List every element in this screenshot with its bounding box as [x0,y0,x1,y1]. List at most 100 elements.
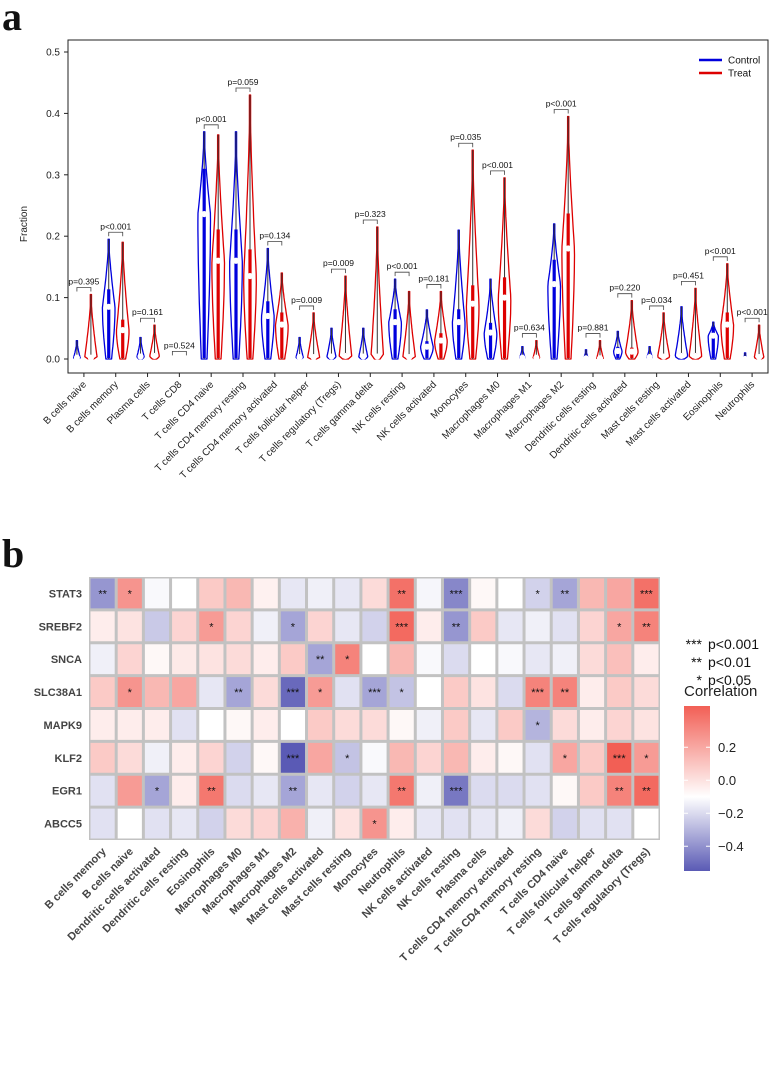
heatmap-cell [443,578,469,609]
p-value-bracket [617,293,633,298]
violin-legend[interactable]: Control Treat [699,56,760,80]
heatmap-cell [280,710,306,740]
heatmap-cell [607,644,632,675]
heatmap-cell [362,775,387,806]
significance-stars: ** [642,786,651,798]
heatmap-cell [172,644,197,675]
violin-treat [402,290,416,360]
heatmap-cell [443,808,469,839]
violin-control [612,330,623,360]
heatmap-cell [253,578,278,609]
heatmap-cell [579,578,605,609]
violin-box [488,322,493,358]
violin-box [121,319,125,358]
p-value-bracket [267,241,283,246]
heatmap-cell [144,775,170,806]
heatmap-cell [199,742,224,773]
heatmap-cell [471,611,496,642]
median-dot [741,355,749,363]
heatmap-cell [362,710,387,740]
violin-treat [596,339,604,360]
violin-control [72,339,81,360]
median-dot [342,352,349,360]
heatmap-row-label: ABCC5 [44,819,82,831]
significance-stars: ** [452,621,461,633]
significance-stars: * [372,819,377,831]
x-tick-label: T cells CD4 naive [153,379,216,442]
heatmap-cell [280,775,306,806]
violin-treat [657,312,671,360]
p-value-label: p=0.634 [514,323,545,333]
violin-treat [274,272,289,360]
p-value-bracket [490,170,505,175]
violin-box [107,289,111,358]
violin-box [216,229,220,358]
median-dot [310,354,317,361]
violin-control [388,278,403,360]
median-dot [137,353,144,360]
x-tick-label: Macrophages M1 [472,379,535,442]
heatmap-cell [634,775,659,806]
heatmap-cell [335,611,360,642]
heatmap-cell [226,611,251,642]
heatmap-cell [280,578,306,609]
median-dot [183,355,190,363]
median-dot [582,355,590,362]
significance-stars: * [536,720,541,732]
heatmap-cell [362,644,387,675]
y-axis: 0.0 0.1 0.2 0.3 0.4 0.5 [46,48,68,366]
heatmap-cell [199,644,224,675]
heatmap-cell [552,677,577,707]
heatmap-cell [525,644,550,675]
p-value-label: p<0.001 [705,246,736,256]
heatmap-cell [280,677,306,707]
heatmap-cell [498,578,523,609]
violin-control [101,238,116,360]
violin-control [136,336,145,360]
heatmap-cell [172,677,197,707]
violin-control [197,131,212,360]
violin-control [358,327,369,360]
heatmap-cell [117,775,142,806]
violin-box [266,301,270,358]
heatmap-cell [498,808,523,839]
median-dot [374,353,381,360]
p-value-bracket [521,333,537,338]
heatmap-cell [607,677,632,707]
median-dot [278,321,285,328]
heatmap-cell [416,710,441,740]
significance-stars: * [617,621,622,633]
heatmap-cell [525,677,550,707]
p-value-label: p<0.001 [100,221,131,231]
heatmap-cell [552,742,577,773]
y-tick-label: 0.3 [46,170,60,181]
heatmap-cell [579,808,605,839]
correlation-heatmap: ** * ** *** * ** **** * *** ** * **** ** ** *** * *** * **… [34,577,660,964]
median-dot [246,273,254,280]
colorbar-tick-label: 0.0 [718,773,736,788]
heatmap-cell [416,742,441,773]
heatmap-cell [308,808,333,839]
median-dot [519,354,526,361]
significance-stars: ** [615,786,624,798]
median-dot [501,294,508,301]
heatmap-cell [416,677,441,707]
heatmap-cell [389,742,414,773]
significance-legend-stars: * [697,672,703,688]
significance-stars: * [345,753,350,765]
heatmap-cell [552,644,577,675]
median-dot [201,210,208,218]
heatmap-row-label: SNCA [51,654,82,666]
heatmap-cell [552,808,577,839]
heatmap-cell [308,611,333,642]
violin-treat [688,287,703,360]
heatmap-cell [253,677,278,707]
heatmap-cell [117,808,142,839]
p-value-bracket [76,287,92,292]
median-dot [232,257,240,264]
p-value-bracket [712,256,728,261]
heatmap-cell [226,710,251,740]
heatmap-cell [579,775,605,806]
heatmap-cell [443,644,469,675]
violin-treat [211,134,226,360]
